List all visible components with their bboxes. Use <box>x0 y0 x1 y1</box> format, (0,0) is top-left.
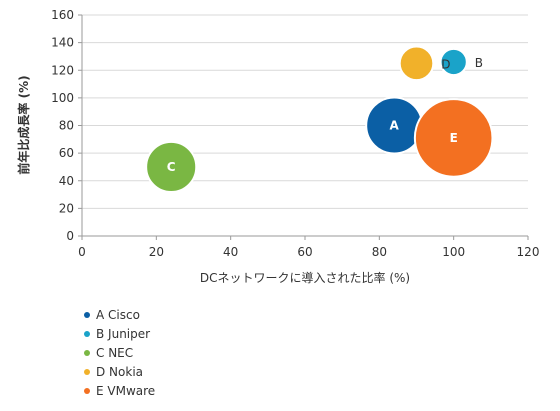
bubble-d <box>398 45 435 82</box>
x-tick-label: 120 <box>517 245 540 259</box>
legend-item: A Cisco <box>84 305 155 324</box>
legend-item: C NEC <box>84 343 155 362</box>
legend-label: A Cisco <box>96 307 140 322</box>
y-tick-label: 0 <box>66 229 74 243</box>
y-tick-label: 140 <box>51 36 74 50</box>
legend-label: C NEC <box>96 345 134 360</box>
bubble-label-e: E <box>450 131 458 145</box>
bubble-labels: B D C A E <box>167 56 483 174</box>
bubbles <box>145 45 494 193</box>
x-tick-labels: 0 20 40 60 80 100 120 <box>78 236 539 259</box>
y-tick-label: 160 <box>51 8 74 22</box>
y-tick-label: 60 <box>59 146 74 160</box>
x-tick-label: 100 <box>442 245 465 259</box>
y-tick-label: 80 <box>59 119 74 133</box>
legend-label: E VMware <box>96 383 156 398</box>
y-tick-label: 100 <box>51 91 74 105</box>
bubble-e <box>413 98 494 178</box>
y-tick-label: 120 <box>51 63 74 77</box>
bubble-label-d: D <box>441 57 450 71</box>
x-tick-label: 40 <box>223 245 238 259</box>
legend-marker-icon <box>84 368 90 375</box>
x-tick-label: 20 <box>149 245 164 259</box>
bubble-label-a: A <box>390 119 400 133</box>
legend-item: B Juniper <box>84 324 155 343</box>
x-axis-title: DCネットワークに導入された比率 (%) <box>200 270 410 285</box>
x-tick-label: 0 <box>78 245 86 259</box>
legend-item: E VMware <box>84 381 155 400</box>
bubble-label-c: C <box>167 160 176 174</box>
y-tick-label: 20 <box>59 201 74 215</box>
legend-label: B Juniper <box>96 326 151 341</box>
legend-marker-icon <box>84 349 90 356</box>
legend-item: D Nokia <box>84 362 155 381</box>
bubble-chart: 0 20 40 60 80 100 120 140 160 0 20 40 60 80 100 120 B D… <box>16 8 539 285</box>
bubble-label-b: B <box>475 56 483 70</box>
bubble-b <box>439 47 468 77</box>
legend-marker-icon <box>84 387 90 394</box>
legend-marker-icon <box>84 311 90 318</box>
y-axis-title: 前年比成長率 (%) <box>16 75 31 174</box>
y-tick-labels: 0 20 40 60 80 100 120 140 160 <box>51 8 82 243</box>
legend: A Cisco B Juniper C NEC D Nokia E VMware <box>84 305 155 400</box>
legend-marker-icon <box>84 330 90 337</box>
bubble-c <box>145 140 198 193</box>
legend-label: D Nokia <box>96 364 144 379</box>
x-tick-label: 80 <box>372 245 387 259</box>
x-tick-label: 60 <box>297 245 312 259</box>
y-tick-label: 40 <box>59 174 74 188</box>
